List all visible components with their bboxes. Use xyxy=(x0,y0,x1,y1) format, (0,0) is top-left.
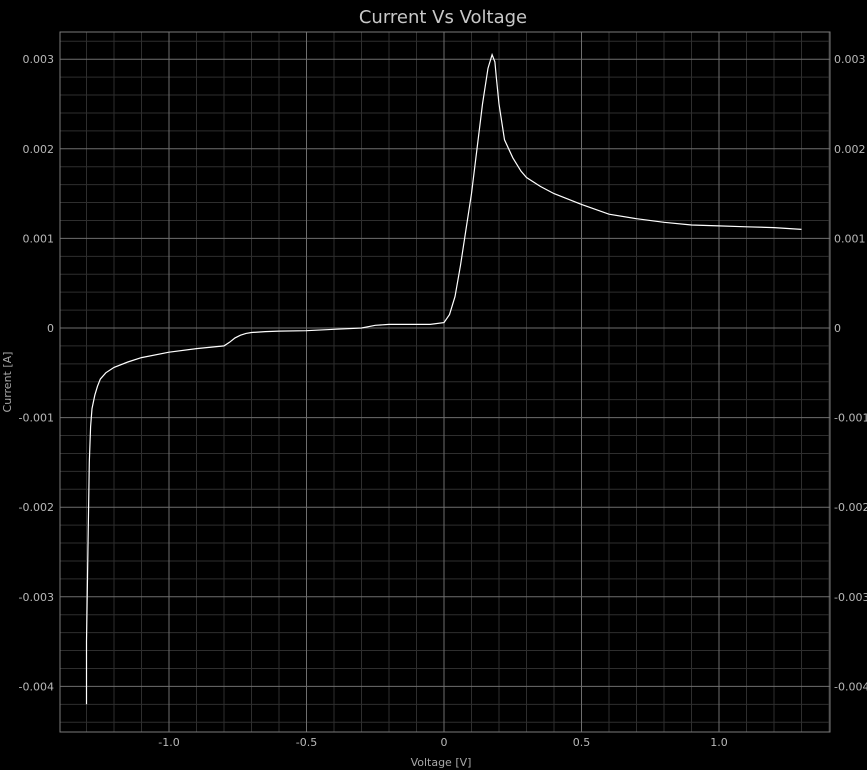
x-tick-label: 0 xyxy=(441,736,448,749)
iv-curve-line xyxy=(85,52,802,705)
y-tick-label-left: -0.002 xyxy=(19,501,54,514)
x-tick-label: -1.0 xyxy=(158,736,179,749)
y-tick-label-right: -0.002 xyxy=(834,501,867,514)
y-tick-label-left: -0.003 xyxy=(19,591,54,604)
y-tick-label-right: -0.004 xyxy=(834,680,867,693)
y-tick-label-left: 0 xyxy=(47,322,54,335)
major-grid xyxy=(60,32,830,732)
y-tick-label-left: -0.001 xyxy=(19,412,54,425)
x-axis-label: Voltage [V] xyxy=(411,756,472,769)
x-tick-label: 0.5 xyxy=(573,736,591,749)
y-tick-label-left: 0.003 xyxy=(23,53,55,66)
y-axis-label: Current [A] xyxy=(1,352,14,413)
chart-title: Current Vs Voltage xyxy=(359,7,527,28)
y-tick-label-right: -0.003 xyxy=(834,591,867,604)
y-tick-label-right: -0.001 xyxy=(834,412,867,425)
x-tick-label: 1.0 xyxy=(710,736,728,749)
x-tick-label: -0.5 xyxy=(296,736,317,749)
y-tick-label-right: 0 xyxy=(834,322,841,335)
y-tick-label-left: 0.001 xyxy=(23,232,55,245)
y-tick-label-right: 0.003 xyxy=(834,53,866,66)
y-tick-label-right: 0.002 xyxy=(834,143,866,156)
y-tick-label-left: -0.004 xyxy=(19,680,54,693)
y-tick-label-right: 0.001 xyxy=(834,232,866,245)
plot-frame xyxy=(59,31,831,733)
tick-labels: -1.0 -0.5 0 0.5 1.0 0.003 0.003 0.002 0.002 0.001… xyxy=(19,53,867,749)
y-tick-label-left: 0.002 xyxy=(23,143,55,156)
